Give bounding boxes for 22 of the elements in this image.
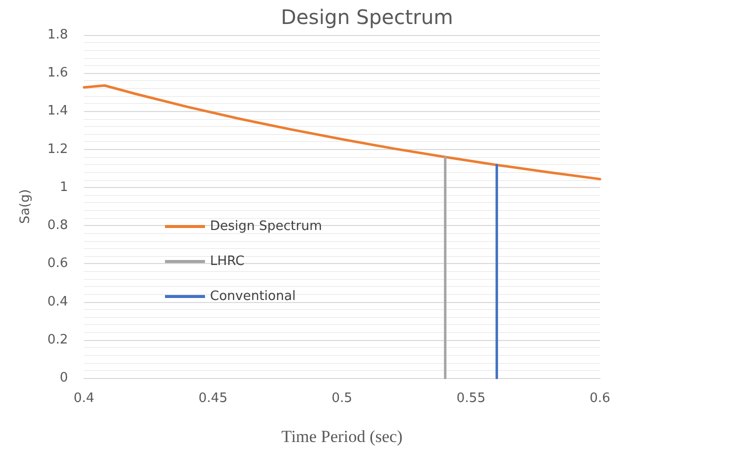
y-tick-label: 0.2 — [47, 332, 68, 348]
y-tick-label: 0.4 — [47, 294, 68, 310]
y-tick-label: 1.4 — [47, 104, 68, 119]
y-tick-label: 0 — [60, 370, 68, 386]
x-tick-label: 0.45 — [198, 391, 228, 406]
x-tick-label: 0.5 — [332, 391, 352, 406]
y-tick-label: 1.6 — [47, 66, 68, 81]
legend-label: Design Spectrum — [210, 219, 322, 234]
y-tick-label: 1.2 — [47, 142, 68, 157]
x-tick-label: 0.4 — [74, 391, 94, 406]
x-tick-label: 0.6 — [590, 391, 610, 406]
chart-title: Design Spectrum — [280, 5, 454, 29]
line-series — [82, 84, 602, 180]
y-tick-label: 1 — [60, 180, 68, 195]
y-tick-label: 0.6 — [47, 256, 68, 272]
x-tick-label: 0.55 — [456, 391, 486, 406]
legend-label: LHRC — [210, 254, 244, 269]
y-axis-title: Sa(g) — [18, 189, 33, 224]
legend-label: Conventional — [210, 289, 296, 304]
y-tick-label: 1.8 — [47, 28, 68, 42]
x-axis-title: Time Period (sec) — [281, 427, 403, 446]
y-tick-label: 0.8 — [47, 218, 68, 234]
